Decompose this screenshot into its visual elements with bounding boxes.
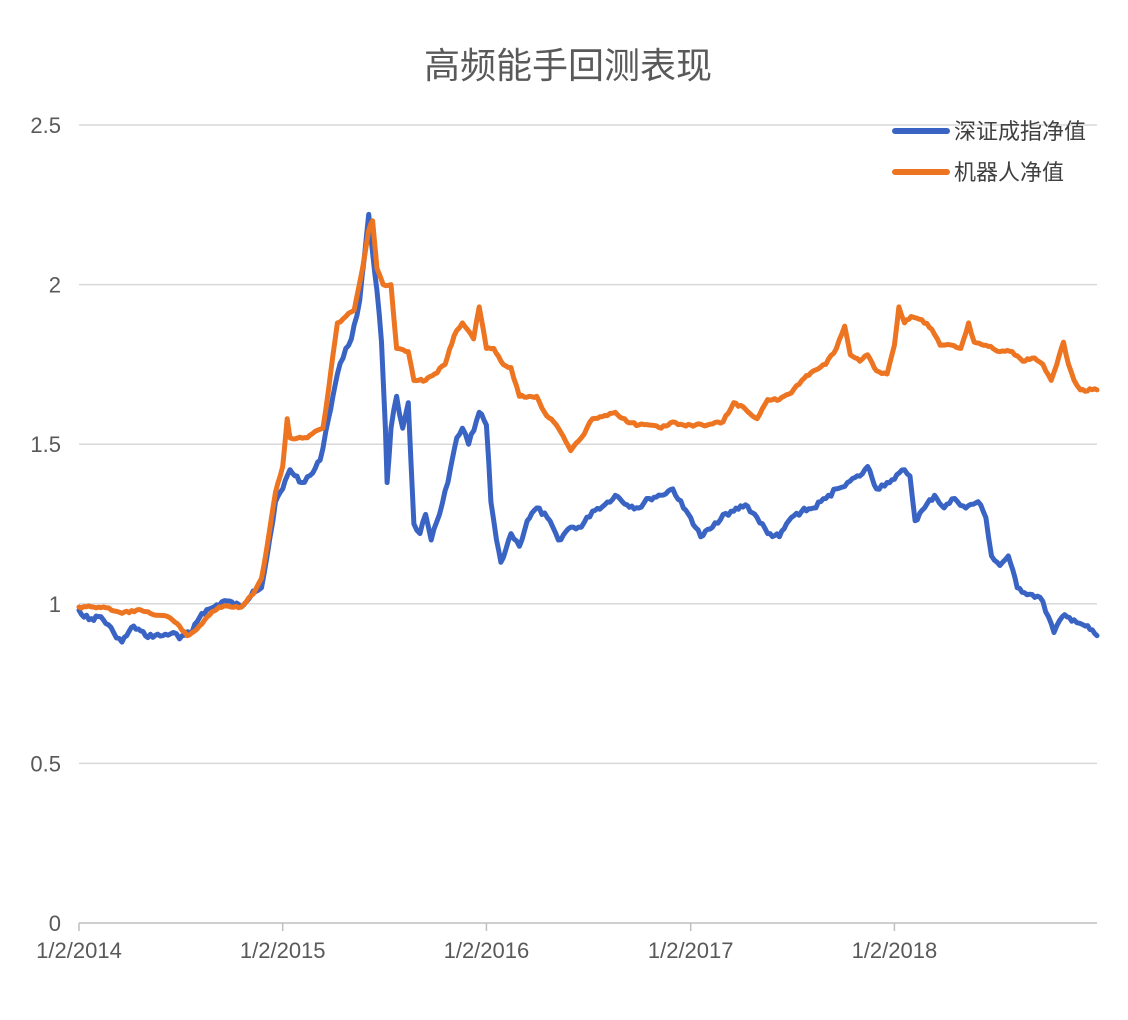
x-tick-label: 1/2/2017 — [648, 938, 734, 963]
x-axis-tick-labels: 1/2/2014 1/2/2015 1/2/2016 1/2/2017 1/2/2018 — [36, 938, 937, 963]
x-axis — [78, 922, 1097, 931]
y-tick-label: 1 — [49, 592, 61, 617]
x-tick-label: 1/2/2018 — [852, 938, 938, 963]
y-tick-label: 0 — [49, 911, 61, 936]
y-tick-label: 0.5 — [30, 751, 61, 776]
legend-label: 机器人净值 — [954, 161, 1064, 186]
series-lines — [76, 211, 1100, 645]
y-tick-label: 1.5 — [30, 432, 61, 457]
y-tick-label: 2.5 — [30, 113, 61, 138]
y-axis-tick-labels: 0 0.5 1 1.5 2 2.5 — [30, 113, 61, 936]
chart-title: 高频能手回测表现 — [424, 46, 712, 87]
y-tick-label: 2 — [49, 273, 61, 298]
x-tick-label: 1/2/2015 — [240, 938, 326, 963]
x-tick-label: 1/2/2014 — [36, 938, 122, 963]
gridlines — [79, 124, 1097, 765]
series-line-2 — [76, 218, 1100, 639]
x-tick-label: 1/2/2016 — [444, 938, 530, 963]
legend-label: 深证成指净值 — [954, 120, 1086, 145]
